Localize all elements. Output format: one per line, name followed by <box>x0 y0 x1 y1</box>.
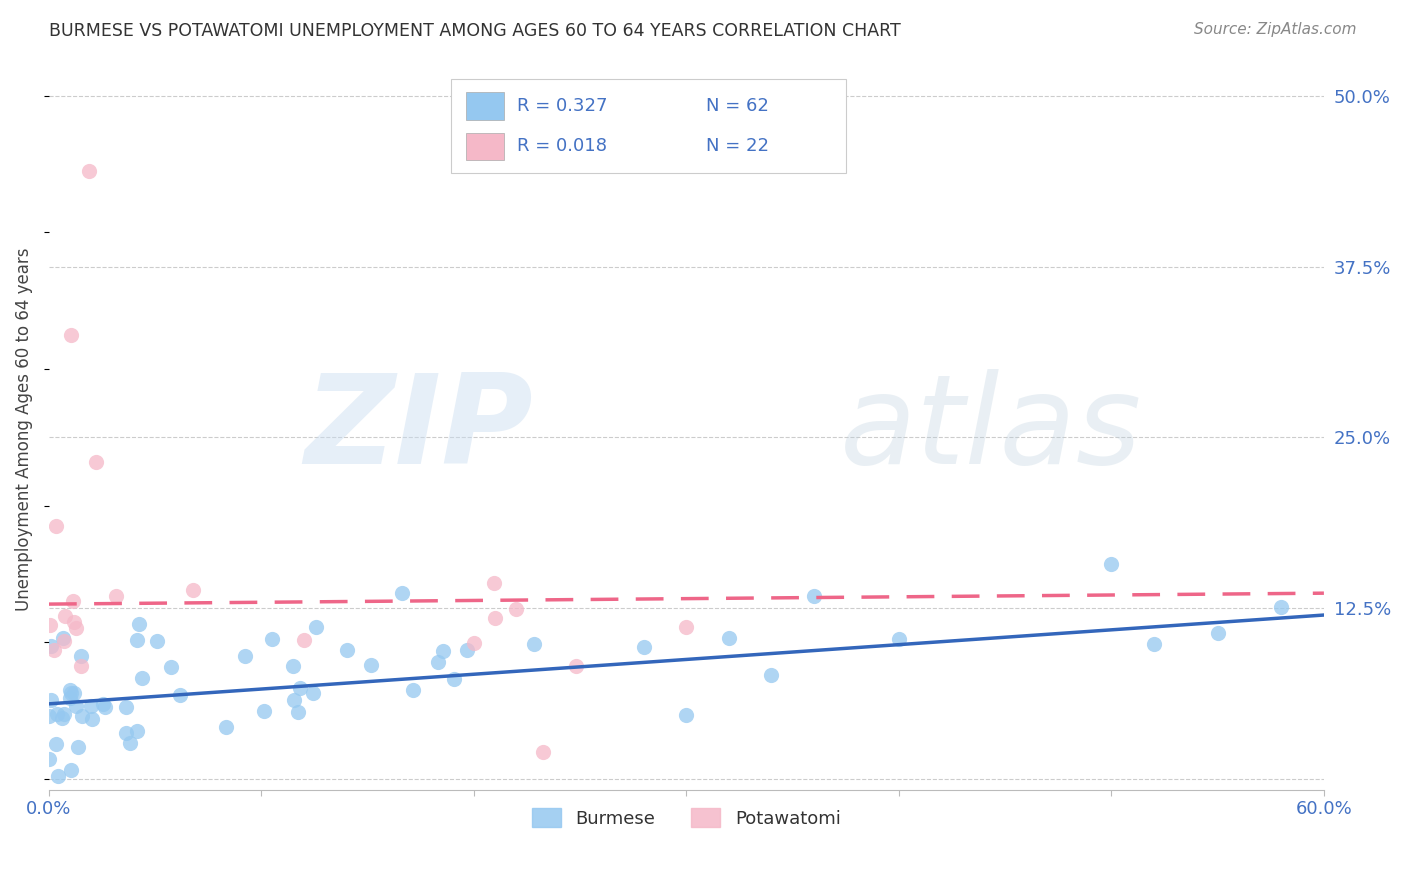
Point <box>79 164 101 178</box>
Text: BURMESE VS POTAWATOMI UNEMPLOYMENT AMONG AGES 60 TO 64 YEARS CORRELATION CHART: BURMESE VS POTAWATOMI UNEMPLOYMENT AMONG… <box>49 22 901 40</box>
Point <box>62 615 84 629</box>
Point <box>803 589 825 603</box>
Point <box>62 594 84 608</box>
Point <box>55 609 77 624</box>
Point <box>39 693 62 707</box>
Point <box>427 656 450 670</box>
Point <box>45 737 67 751</box>
FancyBboxPatch shape <box>465 93 505 120</box>
Point <box>402 683 425 698</box>
Text: Source: ZipAtlas.com: Source: ZipAtlas.com <box>1194 22 1357 37</box>
Point <box>42 642 65 657</box>
Point <box>283 693 305 707</box>
Point <box>233 648 256 663</box>
Point <box>305 620 328 634</box>
Point <box>62 686 84 700</box>
Point <box>482 576 505 591</box>
Point <box>391 586 413 600</box>
FancyBboxPatch shape <box>450 79 846 173</box>
Text: R = 0.327: R = 0.327 <box>517 97 607 115</box>
Point <box>484 611 506 625</box>
Point <box>887 632 910 646</box>
Point <box>128 617 150 632</box>
Point <box>59 327 82 342</box>
Point <box>80 698 103 713</box>
Point <box>46 707 69 722</box>
Point <box>46 769 69 783</box>
Point <box>70 659 93 673</box>
Point <box>523 637 546 651</box>
Text: N = 62: N = 62 <box>706 97 769 115</box>
Point <box>67 740 90 755</box>
Point <box>38 618 60 632</box>
Point <box>463 636 485 650</box>
Point <box>59 686 82 700</box>
Point <box>1270 599 1292 614</box>
Point <box>38 752 60 766</box>
Point <box>51 710 73 724</box>
Point <box>70 648 93 663</box>
Point <box>115 699 138 714</box>
Point <box>125 633 148 648</box>
Point <box>84 455 107 469</box>
Point <box>215 720 238 734</box>
Point <box>104 590 127 604</box>
Point <box>70 708 93 723</box>
Point <box>253 705 276 719</box>
Text: atlas: atlas <box>839 368 1142 490</box>
Point <box>145 634 167 648</box>
Point <box>115 725 138 739</box>
Text: N = 22: N = 22 <box>706 137 769 155</box>
Point <box>65 621 87 635</box>
FancyBboxPatch shape <box>465 133 505 161</box>
Point <box>59 682 82 697</box>
Point <box>52 631 75 645</box>
Point <box>565 659 588 673</box>
Text: R = 0.018: R = 0.018 <box>517 137 607 155</box>
Point <box>336 643 359 657</box>
Point <box>120 736 142 750</box>
Point <box>38 708 60 723</box>
Point <box>91 697 114 711</box>
Point <box>45 519 67 533</box>
Point <box>262 632 284 646</box>
Point <box>183 583 205 598</box>
Y-axis label: Unemployment Among Ages 60 to 64 years: Unemployment Among Ages 60 to 64 years <box>15 247 32 611</box>
Point <box>1143 637 1166 651</box>
Point <box>52 707 75 722</box>
Point <box>93 700 115 714</box>
Point <box>131 671 153 685</box>
Point <box>169 688 191 702</box>
Point <box>159 660 181 674</box>
Point <box>288 681 311 696</box>
Text: ZIP: ZIP <box>305 368 533 490</box>
Point <box>717 631 740 645</box>
Point <box>82 712 104 726</box>
Point <box>675 707 697 722</box>
Point <box>1099 557 1122 571</box>
Point <box>41 639 63 653</box>
Point <box>60 764 83 778</box>
Point <box>65 698 87 713</box>
Point <box>287 706 309 720</box>
Point <box>1206 626 1229 640</box>
Point <box>301 686 323 700</box>
Point <box>360 658 382 673</box>
Point <box>52 633 75 648</box>
Point <box>58 691 80 706</box>
Point <box>292 633 315 648</box>
Point <box>443 672 465 686</box>
Point <box>761 668 783 682</box>
Point <box>633 640 655 655</box>
Point <box>505 602 527 616</box>
Point <box>432 644 454 658</box>
Legend: Burmese, Potawatomi: Burmese, Potawatomi <box>524 801 848 835</box>
Point <box>675 620 697 634</box>
Point <box>283 658 305 673</box>
Point <box>125 723 148 738</box>
Point <box>531 745 554 759</box>
Point <box>456 642 478 657</box>
